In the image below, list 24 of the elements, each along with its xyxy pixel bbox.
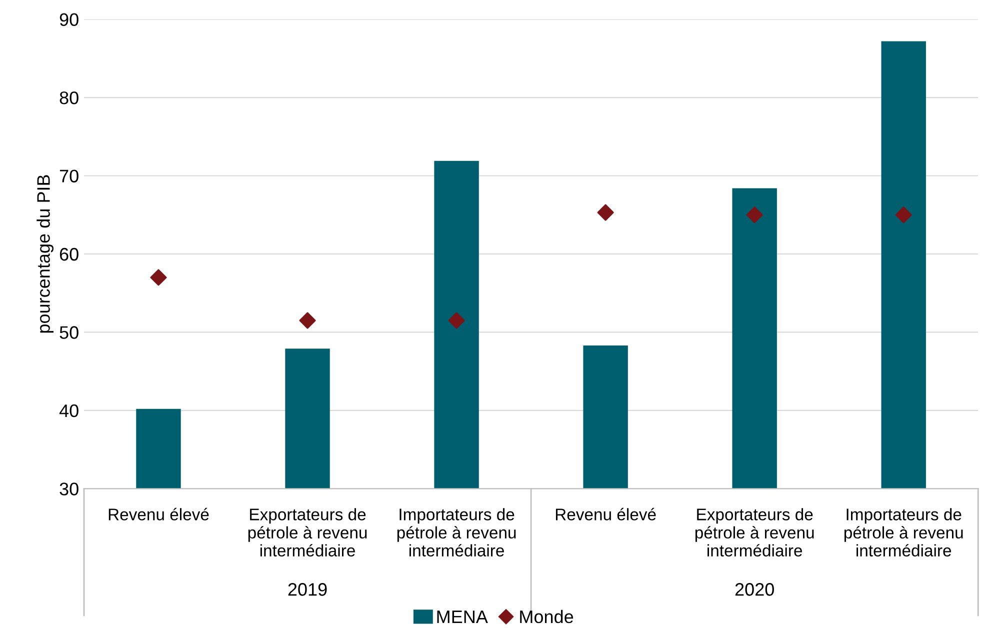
point bbox=[150, 269, 167, 286]
y-tick-label: 80 bbox=[60, 91, 78, 104]
x-tick-label: Exportateurs de pétrole à revenu intermédiaire bbox=[248, 508, 367, 557]
x-tick-label: Importateurs de pétrole à revenu intermédiaire bbox=[844, 508, 963, 557]
legend-label: Monde bbox=[520, 610, 574, 624]
y-axis-title: pourcentage du PIB bbox=[36, 175, 54, 333]
x-tick-label: Revenu élevé bbox=[556, 508, 656, 520]
x-tick-label: Exportateurs de pétrole à revenu intermédiaire bbox=[695, 508, 814, 557]
text: 2020 bbox=[735, 583, 774, 596]
y-tick-label: 70 bbox=[60, 170, 78, 182]
text: 2019 bbox=[288, 583, 327, 596]
y-tick-label: 40 bbox=[59, 404, 78, 418]
y-tick-label: 30 bbox=[60, 482, 78, 496]
point bbox=[299, 312, 316, 329]
x-tick-label: Importateurs de pétrole à revenu intermédiaire bbox=[397, 508, 516, 557]
y-tick-label: 90 bbox=[60, 13, 78, 26]
y-tick-label: 50 bbox=[60, 326, 78, 339]
point bbox=[597, 204, 614, 221]
point bbox=[895, 206, 912, 224]
y-tick-label: 60 bbox=[60, 248, 78, 261]
legend-label: MENA bbox=[437, 610, 488, 624]
x-tick-label: Revenu élevé bbox=[108, 508, 209, 520]
point bbox=[746, 206, 763, 224]
point bbox=[448, 312, 465, 329]
